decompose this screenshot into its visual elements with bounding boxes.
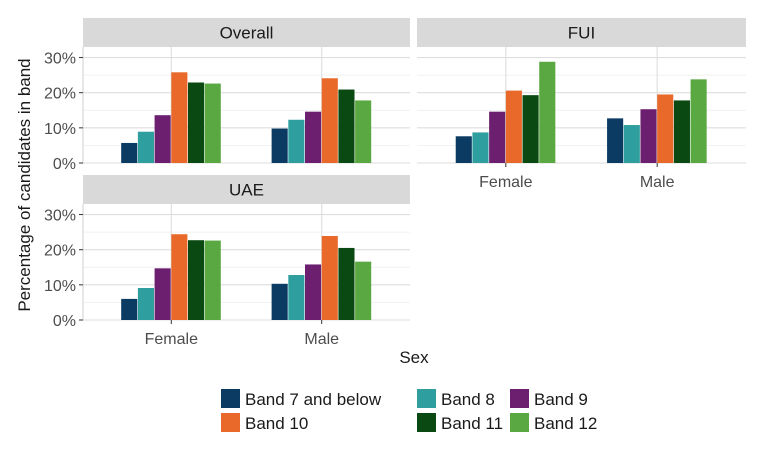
- bar-band-8: [137, 131, 154, 163]
- legend: Band 7 and below Band 8 Band 9 Band 10 Band …: [221, 389, 597, 433]
- panel-fui: FUI Female Male: [417, 18, 746, 191]
- panel-title: UAE: [229, 181, 264, 200]
- y-axis-title: Percentage of candidates in band: [15, 58, 34, 311]
- bar-band-11: [522, 95, 539, 163]
- legend-item: Band 11: [417, 413, 503, 433]
- bar-band-10: [171, 72, 188, 163]
- x-tick-label: Female: [479, 174, 532, 191]
- legend-swatch: [417, 413, 436, 432]
- bar-band-12: [355, 100, 372, 163]
- legend-swatch: [510, 389, 529, 408]
- bar-band-12: [204, 83, 221, 163]
- bar-band-11: [187, 82, 205, 163]
- bar-band-9: [489, 111, 506, 163]
- legend-item: Band 12: [510, 413, 597, 433]
- y-tick-label: 20%: [44, 86, 76, 103]
- legend-label: Band 8: [441, 390, 495, 409]
- legend-swatch: [510, 413, 529, 432]
- bar-band-11: [187, 240, 205, 320]
- bar-band-9: [640, 109, 657, 163]
- legend-item: Band 7 and below: [221, 389, 382, 409]
- bar-band-10: [171, 234, 188, 320]
- x-tick-label: Male: [640, 174, 675, 191]
- legend-swatch: [417, 389, 436, 408]
- x-tick-label: Male: [304, 331, 339, 348]
- y-tick-label: 30%: [44, 51, 76, 68]
- legend-label: Band 10: [245, 414, 308, 433]
- y-tick-label: 10%: [44, 121, 76, 138]
- legend-swatch: [221, 413, 240, 432]
- panel-title: Overall: [220, 24, 274, 43]
- bar-band-11: [338, 89, 355, 163]
- bar-band-12: [355, 261, 372, 320]
- panel-strip: [417, 18, 746, 47]
- legend-item: Band 10: [221, 413, 308, 433]
- x-axis-title: Sex: [399, 348, 429, 367]
- panel-uae: UAE 0% 10% 20% 30% Female Male: [44, 175, 410, 348]
- legend-label: Band 11: [441, 414, 503, 433]
- y-tick-label: 20%: [44, 243, 76, 260]
- x-tick-label: Female: [145, 331, 198, 348]
- bar-band-7-and-below: [607, 118, 624, 163]
- y-tick-label: 0%: [53, 313, 76, 330]
- bar-band-8: [472, 132, 489, 163]
- bar-band-8: [288, 275, 305, 320]
- legend-label: Band 12: [534, 414, 597, 433]
- bar-band-7-and-below: [271, 128, 288, 163]
- panel-strip: [83, 175, 410, 204]
- bar-band-8: [288, 119, 305, 163]
- legend-item: Band 8: [417, 389, 495, 409]
- bar-band-8: [623, 125, 640, 163]
- panel-overall: Overall 0% 10% 20% 30%: [44, 18, 410, 173]
- bar-band-10: [657, 94, 674, 163]
- legend-label: Band 9: [534, 390, 588, 409]
- legend-item: Band 9: [510, 389, 588, 409]
- bar-band-9: [305, 264, 322, 320]
- bar-band-8: [137, 288, 154, 320]
- bar-band-7-and-below: [455, 136, 472, 163]
- legend-label: Band 7 and below: [245, 390, 382, 409]
- legend-swatch: [221, 389, 240, 408]
- bar-band-10: [321, 78, 338, 163]
- panel-strip: [83, 18, 410, 47]
- bar-band-12: [539, 61, 556, 163]
- bar-band-9: [305, 111, 322, 163]
- bar-band-11: [338, 247, 355, 320]
- bar-band-10: [321, 235, 338, 320]
- bar-band-11: [673, 100, 690, 163]
- bar-band-7-and-below: [121, 142, 138, 163]
- y-tick-label: 0%: [53, 156, 76, 173]
- bar-band-7-and-below: [271, 283, 288, 320]
- y-tick-label: 30%: [44, 208, 76, 225]
- bar-band-12: [204, 240, 221, 320]
- panel-title: FUI: [568, 24, 595, 43]
- bar-band-12: [690, 79, 707, 163]
- bar-band-7-and-below: [121, 298, 138, 320]
- y-tick-label: 10%: [44, 278, 76, 295]
- bar-band-10: [505, 90, 522, 163]
- bar-band-9: [154, 268, 171, 320]
- bar-band-9: [154, 115, 171, 163]
